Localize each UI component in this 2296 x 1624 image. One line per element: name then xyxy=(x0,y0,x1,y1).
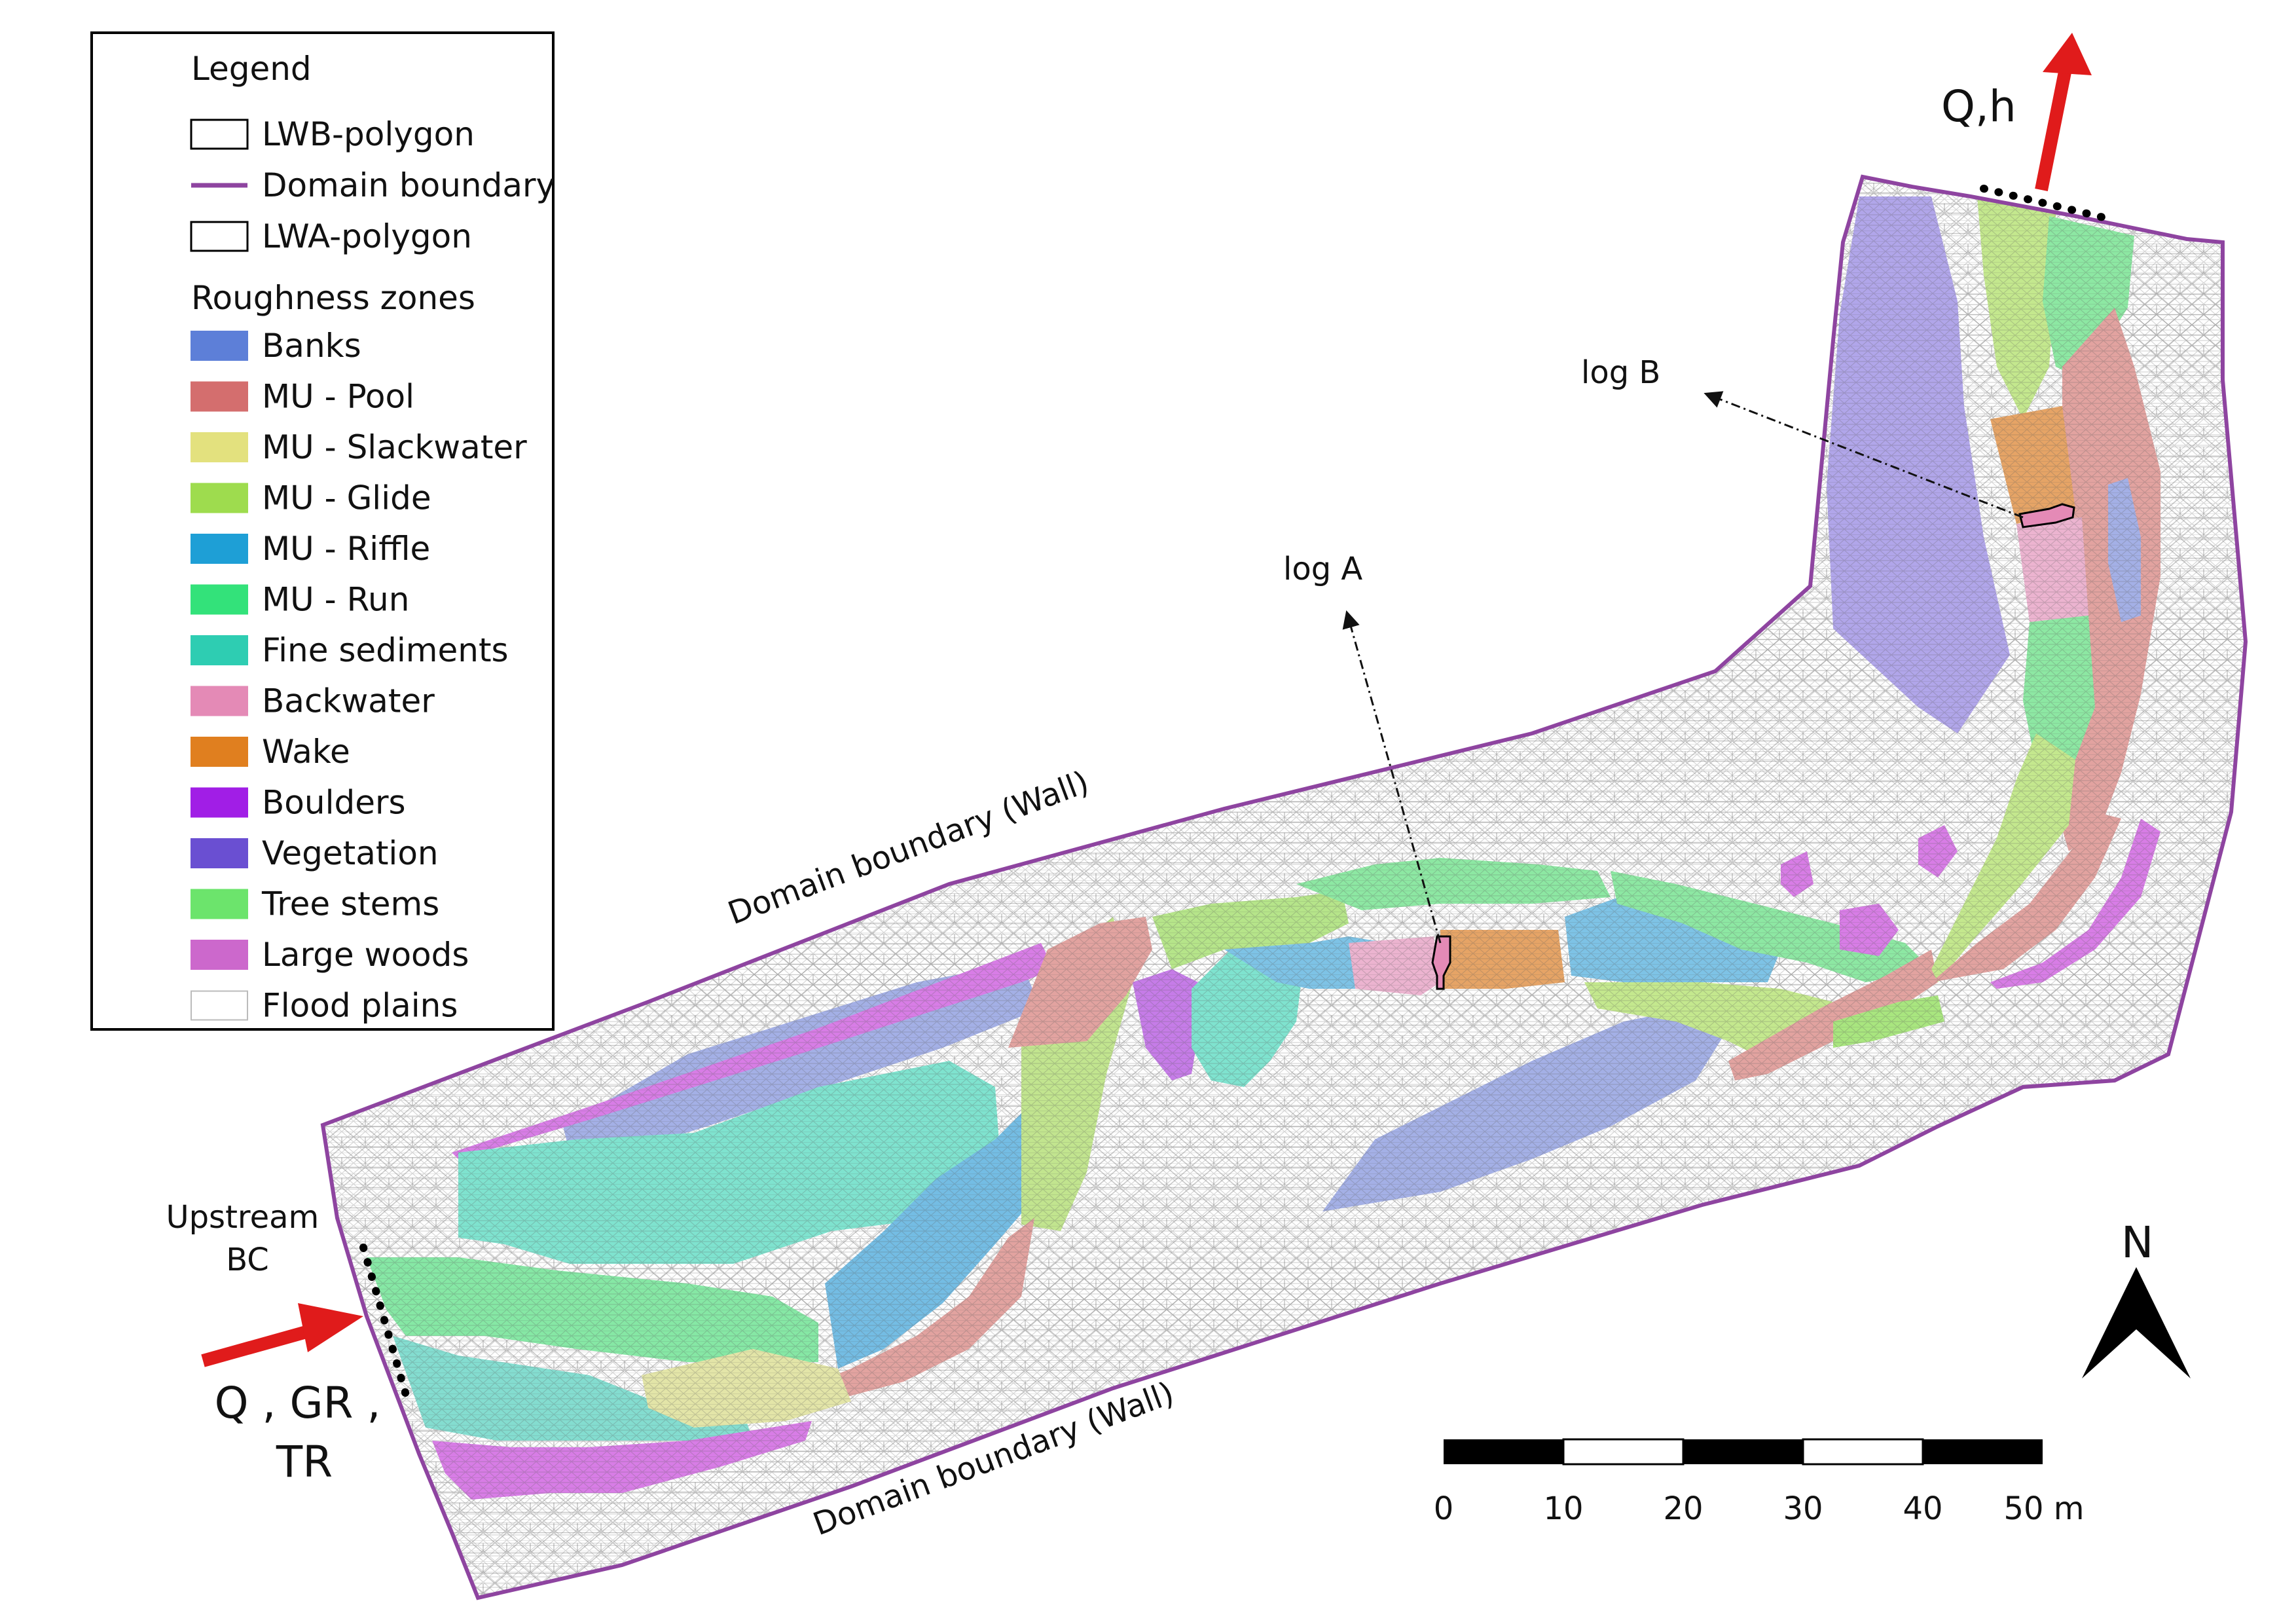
legend-label: Banks xyxy=(262,327,361,365)
legend-label: LWA-polygon xyxy=(262,217,472,255)
legend-swatch xyxy=(191,940,248,970)
roughness-zones xyxy=(323,177,2246,1598)
scale-tick-30: 30 xyxy=(1783,1490,1823,1527)
legend-swatch xyxy=(191,331,248,361)
legend-entry-lwa-polygon: LWA-polygon xyxy=(190,217,472,255)
log-a-leader xyxy=(1342,610,1442,944)
legend-entry-fine-sediments: Fine sediments xyxy=(191,631,509,669)
north-arrow-icon xyxy=(2082,1267,2136,1378)
scale-bar: 0 10 20 30 40 50 m xyxy=(1434,1438,2085,1527)
scale-segment xyxy=(1562,1438,1685,1466)
legend-swatch xyxy=(190,221,249,252)
upstream-bc-label: Upstream BC xyxy=(166,1199,329,1278)
legend-entry-wake: Wake xyxy=(191,733,350,771)
legend-swatch xyxy=(191,584,248,615)
upstream-bc-label-line2: BC xyxy=(226,1242,269,1278)
legend-lines: LWB-polygon Domain boundary LWA-polygon xyxy=(190,115,555,255)
legend-swatch xyxy=(190,119,249,150)
legend-swatch xyxy=(191,534,248,564)
legend-swatch xyxy=(191,737,248,767)
legend-entry-mu-run: MU - Run xyxy=(191,581,409,619)
legend-entry-tree-stems: Tree stems xyxy=(191,885,439,923)
legend-frame xyxy=(90,31,555,1031)
legend-swatch xyxy=(191,787,248,818)
legend-label: MU - Pool xyxy=(262,378,414,416)
legend-label: Flood plains xyxy=(262,987,458,1025)
legend-swatch xyxy=(191,483,248,513)
legend-swatch xyxy=(191,432,248,462)
legend-label: MU - Slackwater xyxy=(262,428,527,466)
legend-swatch xyxy=(191,381,248,412)
legend-swatch xyxy=(191,686,248,716)
legend-entry-mu-glide: MU - Glide xyxy=(191,479,431,517)
legend-label: Large woods xyxy=(262,936,469,974)
legend-swatch xyxy=(191,990,248,1021)
legend-label: LWB-polygon xyxy=(262,115,475,153)
legend-label: Wake xyxy=(262,733,350,771)
north-arrow: N xyxy=(2082,1217,2191,1378)
legend-entry-vegetation: Vegetation xyxy=(191,834,439,872)
log-b-leader xyxy=(1704,391,2024,519)
upstream-bc-label-line1: Upstream xyxy=(166,1199,319,1236)
legend-label: Domain boundary xyxy=(262,166,555,204)
legend-entry-large-woods: Large woods xyxy=(191,936,469,974)
outflow-arrow xyxy=(2035,33,2092,191)
scale-segment xyxy=(1444,1439,1563,1464)
legend-swatch xyxy=(191,635,248,665)
scale-tick-20: 20 xyxy=(1663,1490,1703,1527)
scale-segment xyxy=(1802,1438,1924,1466)
legend-label: Vegetation xyxy=(262,834,439,872)
log-b-polygon xyxy=(2018,503,2075,528)
outlet-label: Q,h xyxy=(1941,81,2016,132)
scale-end-label: 50 m xyxy=(2003,1490,2084,1527)
legend-entry-mu-pool: MU - Pool xyxy=(191,378,414,416)
legend-swatch xyxy=(191,838,248,868)
scale-segment xyxy=(1923,1439,2043,1464)
log-a-label: log A xyxy=(1283,551,1362,587)
legend-swatch xyxy=(191,889,248,919)
scale-tick-10: 10 xyxy=(1543,1490,1583,1527)
legend-entry-domain-boundary: Domain boundary xyxy=(191,166,555,204)
inflow-label-line2: TR xyxy=(276,1437,333,1487)
legend-label: MU - Run xyxy=(262,581,409,619)
scale-segment xyxy=(1683,1439,1803,1464)
inflow-arrow xyxy=(201,1303,363,1367)
legend-entry-banks: Banks xyxy=(191,327,361,365)
legend-entry-mu-slackwater: MU - Slackwater xyxy=(191,428,527,466)
legend-label: Tree stems xyxy=(261,885,439,923)
legend-label: Boulders xyxy=(262,784,406,822)
scale-tick-40: 40 xyxy=(1903,1490,1942,1527)
legend-label: Fine sediments xyxy=(262,631,509,669)
legend-entry-boulders: Boulders xyxy=(191,784,406,822)
legend-zones-title: Roughness zones xyxy=(191,279,475,317)
legend: Legend LWB-polygon Domain boundary LWA-pol… xyxy=(90,31,555,1031)
domain-boundary-line xyxy=(320,174,2248,1600)
legend-entry-backwater: Backwater xyxy=(191,682,435,720)
inflow-label-line1: Q , GR , xyxy=(215,1378,381,1428)
upstream-bc-line xyxy=(359,1244,410,1399)
log-b-label: log B xyxy=(1581,354,1660,391)
inflow-label: Q , GR , TR xyxy=(215,1378,395,1487)
legend-zones: Banks MU - Pool MU - Slackwater MU - Glide M… xyxy=(191,327,527,1025)
zone-mesh-overlay xyxy=(323,177,2246,1598)
legend-title: Legend xyxy=(191,50,312,88)
outlet-bc-line xyxy=(1980,185,2115,223)
legend-label: MU - Glide xyxy=(262,479,431,517)
legend-entry-lwb-polygon: LWB-polygon xyxy=(190,115,475,153)
legend-label: MU - Riffle xyxy=(262,530,430,568)
legend-entry-mu-riffle: MU - Riffle xyxy=(191,530,430,568)
log-a-polygon xyxy=(1431,935,1451,990)
legend-entry-flood-plains: Flood plains xyxy=(191,987,458,1025)
north-label: N xyxy=(2121,1217,2153,1268)
legend-label: Backwater xyxy=(262,682,435,720)
scale-tick-0: 0 xyxy=(1434,1490,1454,1527)
